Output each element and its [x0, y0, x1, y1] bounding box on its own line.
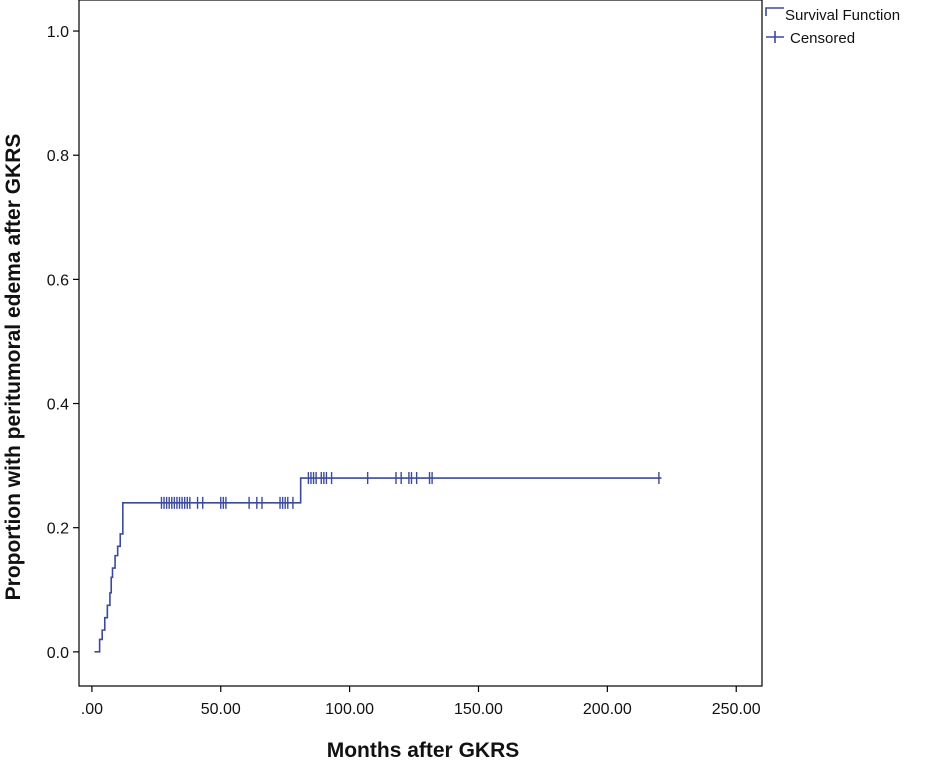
x-axis-ticks: .00 50.00 100.00 150.00 200.00 250.00 — [81, 686, 761, 718]
y-tick-label: 0.2 — [47, 521, 69, 538]
censored-marks — [160, 472, 660, 509]
x-tick-label: 100.00 — [325, 701, 374, 718]
y-tick-label: 0.8 — [47, 148, 69, 165]
x-tick-label: 250.00 — [712, 701, 761, 718]
x-axis-title: Months after GKRS — [327, 739, 520, 762]
legend: Survival Function Censored — [765, 7, 900, 47]
y-tick-label: 0.4 — [47, 397, 69, 414]
legend-censored-label: Censored — [790, 30, 855, 47]
y-tick-label: 0.6 — [47, 272, 69, 289]
x-tick-label: 150.00 — [454, 701, 503, 718]
legend-survival-label: Survival Function — [785, 7, 900, 24]
survival-function-line — [94, 477, 662, 653]
y-axis-ticks: 0.0 0.2 0.4 0.6 0.8 1.0 — [47, 24, 79, 662]
legend-survival-swatch — [765, 7, 784, 16]
x-tick-label: 50.00 — [201, 701, 241, 718]
y-tick-label: 1.0 — [47, 24, 69, 41]
plot-frame — [78, 0, 763, 687]
y-tick-label: 0.0 — [47, 645, 69, 662]
x-tick-label: .00 — [81, 701, 103, 718]
x-tick-label: 200.00 — [583, 701, 632, 718]
y-axis-title: Proportion with peritumoral edema after … — [2, 134, 25, 601]
